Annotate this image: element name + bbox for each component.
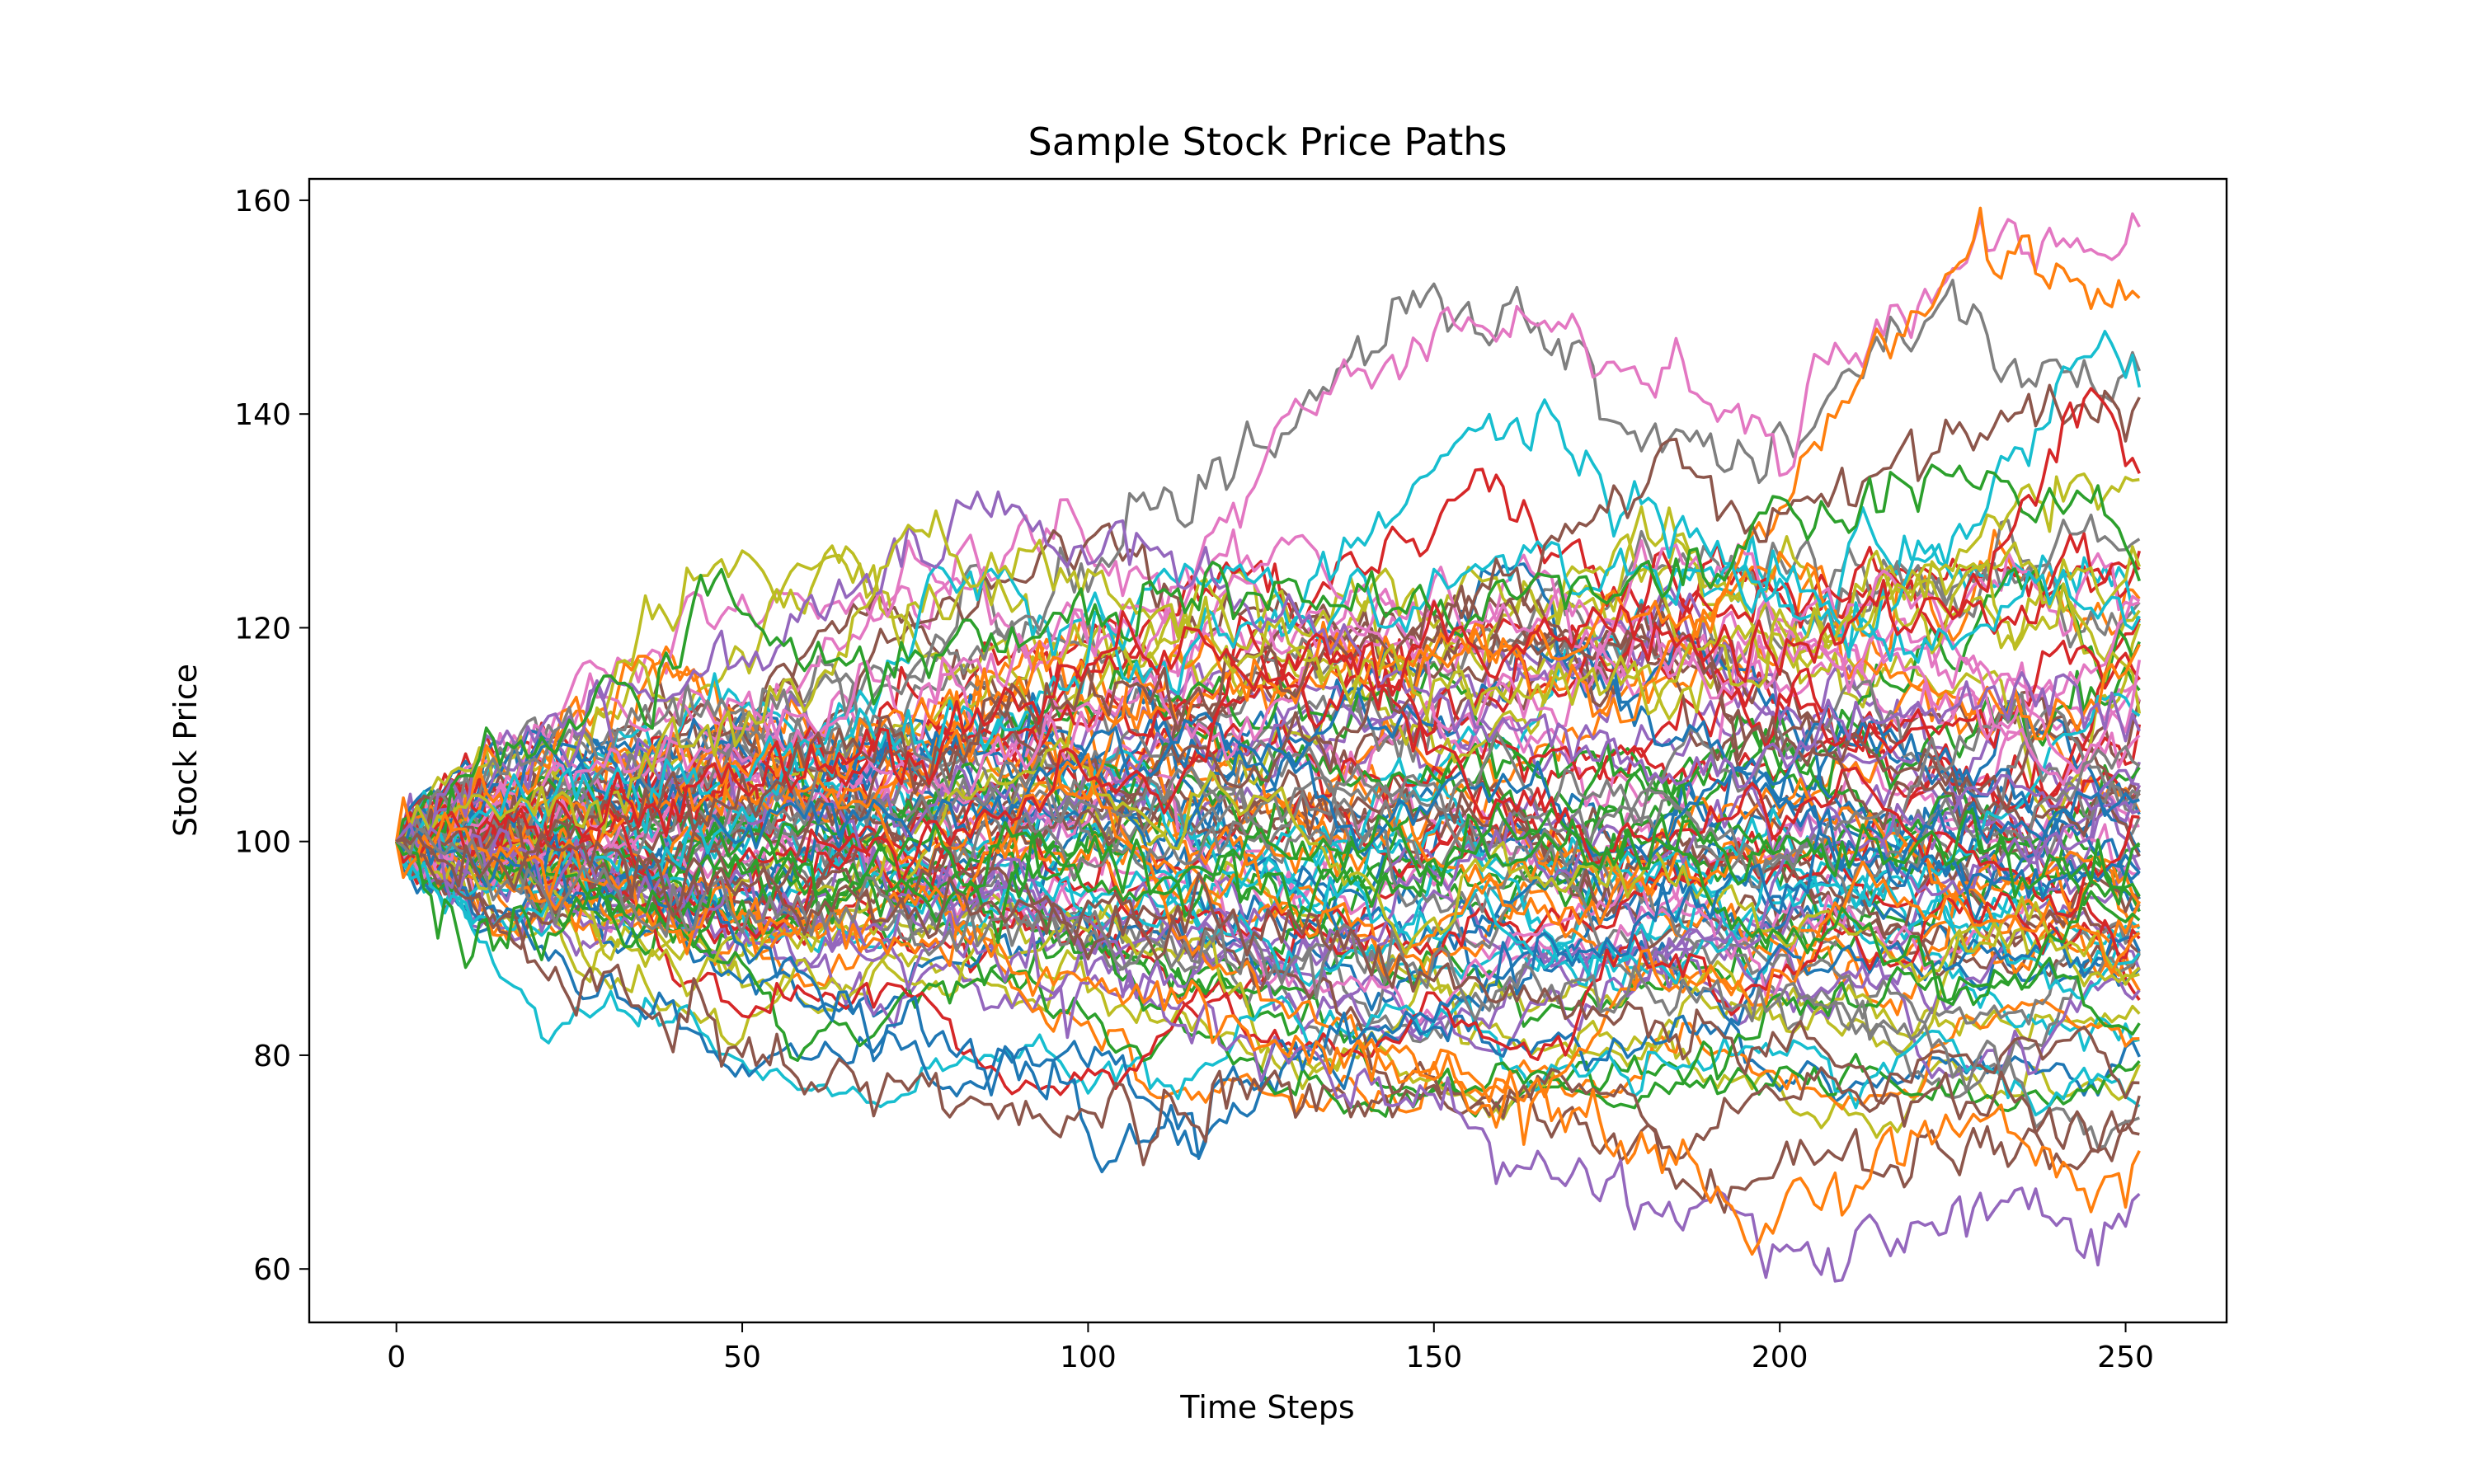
x-axis-title: Time Steps — [1179, 1389, 1354, 1425]
price-path-58 — [395, 533, 2142, 850]
y-tick-label: 80 — [253, 1040, 291, 1073]
y-tick-label: 140 — [234, 398, 291, 432]
price-path-74 — [395, 773, 2140, 980]
price-path-73 — [395, 778, 2141, 1097]
price-path-21 — [394, 645, 2141, 992]
price-path-94 — [396, 838, 2140, 1214]
plot-frame — [308, 177, 2228, 1324]
price-path-87 — [394, 330, 2142, 876]
y-tick-label: 160 — [234, 185, 291, 218]
series-lines — [394, 206, 2142, 1283]
price-path-90 — [396, 472, 2140, 843]
price-path-97 — [395, 810, 2141, 970]
y-axis: 60 80 100 120 140 160 — [234, 185, 309, 1287]
price-path-47 — [396, 747, 2141, 1026]
price-path-41 — [395, 834, 2140, 1117]
price-path-55 — [395, 594, 2141, 894]
price-path-85 — [395, 212, 2141, 862]
y-tick-label: 100 — [234, 826, 291, 860]
x-tick-label: 0 — [387, 1341, 406, 1374]
price-path-38 — [395, 535, 2141, 850]
price-path-95 — [395, 823, 2141, 1283]
price-path-78 — [395, 737, 2141, 998]
x-axis: 0 50 100 150 200 250 — [387, 1322, 2154, 1374]
price-path-61 — [396, 776, 2141, 981]
price-path-89 — [396, 490, 2141, 843]
y-axis-title: Stock Price — [167, 664, 204, 837]
price-path-96 — [394, 811, 2141, 1256]
y-tick-label: 60 — [253, 1253, 291, 1287]
x-tick-label: 250 — [2097, 1341, 2154, 1374]
x-tick-label: 200 — [1752, 1341, 1808, 1374]
price-path-99 — [395, 830, 2142, 1153]
x-tick-label: 100 — [1060, 1341, 1117, 1374]
x-tick-label: 50 — [723, 1341, 761, 1374]
price-path-88 — [396, 383, 2141, 876]
x-tick-label: 150 — [1405, 1341, 1462, 1374]
chart-title: Sample Stock Price Paths — [1028, 120, 1507, 164]
price-path-91 — [395, 463, 2142, 852]
price-path-92 — [394, 387, 2141, 864]
price-path-72 — [395, 840, 2141, 1118]
price-path-98 — [395, 828, 2140, 1149]
y-tick-label: 120 — [234, 612, 291, 646]
price-path-82 — [394, 801, 2141, 1003]
